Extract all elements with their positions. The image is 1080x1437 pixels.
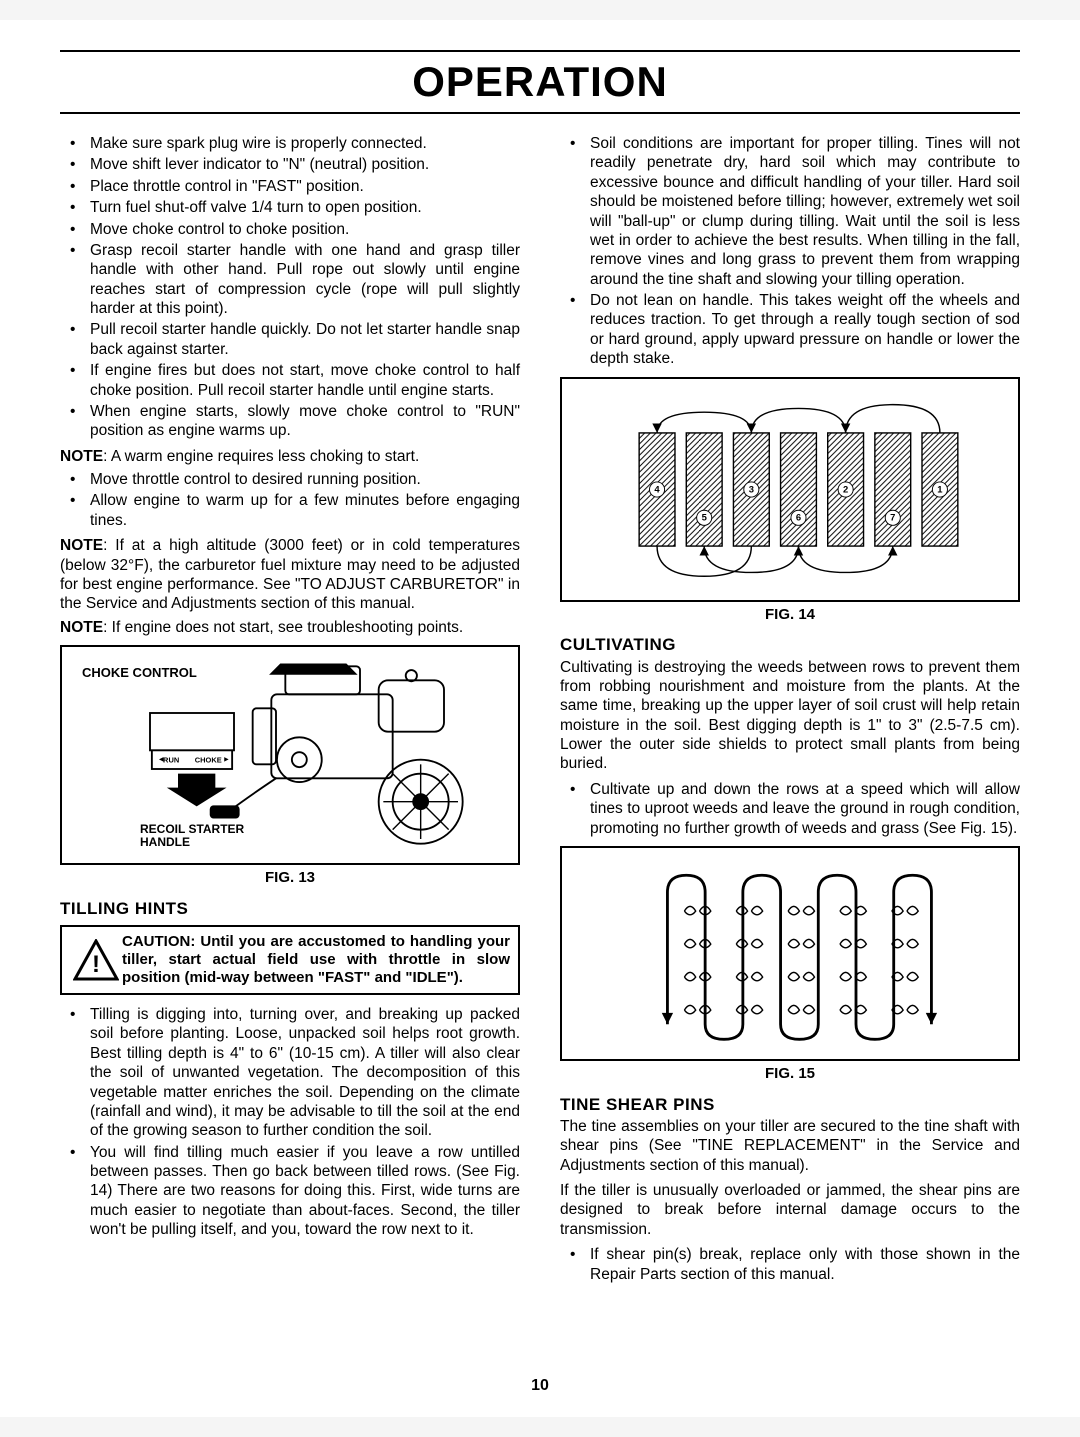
fig15-caption: FIG. 15: [560, 1065, 1020, 1084]
figure-14-box: 4 3 2 1 5 6 7: [560, 377, 1020, 602]
list-item: •You will find tilling much easier if yo…: [60, 1143, 520, 1240]
list-item: •Do not lean on handle. This takes weigh…: [560, 291, 1020, 369]
tilling-bullets: •Tilling is digging into, turning over, …: [60, 1005, 520, 1240]
list-item: •Tilling is digging into, turning over, …: [60, 1005, 520, 1141]
svg-text:1: 1: [937, 483, 942, 494]
cultivating-head: CULTIVATING: [560, 634, 1020, 655]
starting-bullets: •Make sure spark plug wire is properly c…: [60, 134, 520, 441]
figure-15-box: [560, 846, 1020, 1061]
note-troubleshoot: NOTE: If engine does not start, see trou…: [60, 618, 520, 637]
list-item: •Move choke control to choke position.: [60, 220, 520, 239]
note-altitude: NOTE: If at a high altitude (3000 feet) …: [60, 536, 520, 614]
engine-diagram: ◄ RUN CHOKE ►: [72, 657, 508, 853]
caution-box: ! CAUTION: Until you are accustomed to h…: [60, 925, 520, 995]
content-columns: •Make sure spark plug wire is properly c…: [60, 134, 1020, 1290]
cultivating-diagram: [592, 862, 988, 1045]
choke-text: CHOKE: [195, 755, 222, 764]
list-item: •Make sure spark plug wire is properly c…: [60, 134, 520, 153]
page-number: 10: [0, 1377, 1080, 1395]
note-warm-engine: NOTE: A warm engine requires less chokin…: [60, 447, 520, 466]
tilling-hints-head: TILLING HINTS: [60, 898, 520, 919]
choke-control-label: CHOKE CONTROL: [82, 665, 197, 681]
tine-bullets: •If shear pin(s) break, replace only wit…: [560, 1245, 1020, 1284]
caution-text: CAUTION: Until you are accustomed to han…: [122, 933, 510, 987]
list-item: •Soil conditions are important for prope…: [560, 134, 1020, 289]
manual-page: OPERATION •Make sure spark plug wire is …: [0, 20, 1080, 1417]
svg-text:6: 6: [796, 511, 801, 522]
figure-13-box: ◄ RUN CHOKE ► CHOKE CONTROL RECOIL START…: [60, 645, 520, 865]
right-column: •Soil conditions are important for prope…: [560, 134, 1020, 1290]
list-item: •If shear pin(s) break, replace only wit…: [560, 1245, 1020, 1284]
page-title: OPERATION: [60, 56, 1020, 112]
left-column: •Make sure spark plug wire is properly c…: [60, 134, 520, 1290]
choke-arrow: ►: [223, 755, 230, 764]
svg-text:7: 7: [890, 511, 895, 522]
list-item: •When engine starts, slowly move choke c…: [60, 402, 520, 441]
list-item: •Cultivate up and down the rows at a spe…: [560, 780, 1020, 838]
list-item: •Move throttle control to desired runnin…: [60, 470, 520, 489]
soil-bullets: •Soil conditions are important for prope…: [560, 134, 1020, 369]
list-item: •Grasp recoil starter handle with one ha…: [60, 241, 520, 319]
list-item: •Move shift lever indicator to "N" (neut…: [60, 155, 520, 174]
warning-icon: !: [70, 939, 122, 981]
svg-text:5: 5: [702, 511, 707, 522]
svg-text:2: 2: [843, 483, 848, 494]
tilling-pattern-diagram: 4 3 2 1 5 6 7: [592, 391, 988, 588]
list-item: •Place throttle control in "FAST" positi…: [60, 177, 520, 196]
tine-shear-head: TINE SHEAR PINS: [560, 1094, 1020, 1115]
list-item: •Pull recoil starter handle quickly. Do …: [60, 320, 520, 359]
run-text: RUN: [163, 755, 179, 764]
list-item: •Turn fuel shut-off valve 1/4 turn to op…: [60, 198, 520, 217]
tine-para1: The tine assemblies on your tiller are s…: [560, 1117, 1020, 1175]
fig14-caption: FIG. 14: [560, 606, 1020, 625]
list-item: •If engine fires but does not start, mov…: [60, 361, 520, 400]
fig13-caption: FIG. 13: [60, 869, 520, 888]
recoil-label: RECOIL STARTERHANDLE: [140, 823, 244, 849]
svg-text:!: !: [92, 951, 100, 978]
list-item: •Allow engine to warm up for a few minut…: [60, 491, 520, 530]
cultivating-bullets: •Cultivate up and down the rows at a spe…: [560, 780, 1020, 838]
throttle-bullets: •Move throttle control to desired runnin…: [60, 470, 520, 530]
svg-text:4: 4: [654, 483, 660, 494]
cultivating-para: Cultivating is destroying the weeds betw…: [560, 658, 1020, 774]
top-rule: [60, 50, 1020, 52]
svg-text:3: 3: [749, 483, 754, 494]
bottom-rule: [60, 112, 1020, 114]
tine-para2: If the tiller is unusually overloaded or…: [560, 1181, 1020, 1239]
